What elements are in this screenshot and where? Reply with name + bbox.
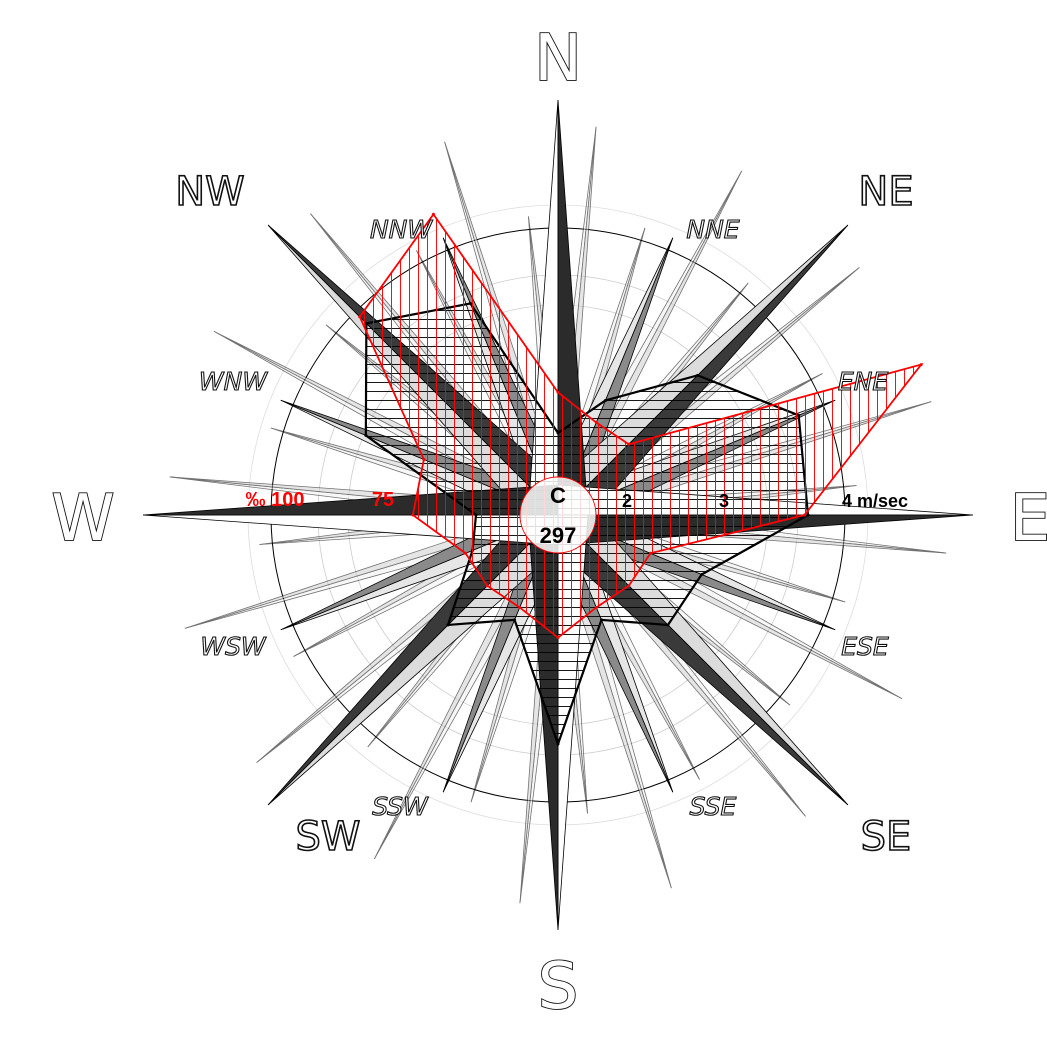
frequency-point-E [803,513,807,517]
speed-point-NNE [603,398,607,402]
direction-label-SSE: SSE [690,792,737,821]
speed-tick-label: 3 [719,491,729,511]
calm-label: C [550,483,566,508]
frequency-point-N [556,390,560,394]
frequency-point-S [556,636,560,640]
direction-label-NNW: NNW [370,215,433,244]
frequency-tick-label: 75 [372,489,394,511]
frequency-tick-label: ‰ 100 [246,489,305,511]
direction-label-SSW: SSW [372,792,429,821]
frequency-point-W [411,513,415,517]
speed-tick-label: 4 m/sec [842,491,908,511]
speed-point-NE [696,373,700,377]
speed-tick-label: 2 [622,491,632,511]
frequency-point-WSW [464,551,468,555]
frequency-point-SSE [594,605,598,609]
frequency-point-NW [358,315,362,319]
speed-point-SW [446,623,450,627]
calm-value: 297 [540,523,577,548]
direction-label-NE: NE [858,169,913,215]
frequency-point-NE [627,442,631,446]
frequency-point-NNE [594,421,598,425]
direction-label-ENE: ENE [838,367,888,396]
calm-circle [519,476,597,554]
direction-label-SE: SE [861,814,912,860]
direction-label-SW: SW [296,814,361,860]
speed-point-SE [666,623,670,627]
speed-point-E [806,513,810,517]
frequency-point-SSW [518,605,522,609]
speed-point-WNW [364,433,368,437]
direction-label-N: N [534,22,582,96]
direction-label-NW: NW [175,169,244,215]
direction-label-ESE: ESE [841,632,889,661]
frequency-point-WNW [422,457,426,461]
direction-label-WSW: WSW [200,632,267,661]
frequency-point-SW [485,584,489,588]
speed-point-ESE [700,573,704,577]
direction-label-S: S [538,950,579,1024]
direction-label-E: E [1010,482,1047,556]
direction-label-WNW: WNW [199,367,268,396]
direction-label-NNE: NNE [686,215,739,244]
direction-label-W: W [51,482,114,556]
frequency-point-ESE [648,551,652,555]
frequency-point-SE [627,584,631,588]
speed-point-S [556,742,560,746]
frequency-point-NNW [431,212,435,216]
speed-point-SSE [599,618,603,622]
speed-point-SSW [513,618,517,622]
frequency-point-ENE [919,363,923,367]
